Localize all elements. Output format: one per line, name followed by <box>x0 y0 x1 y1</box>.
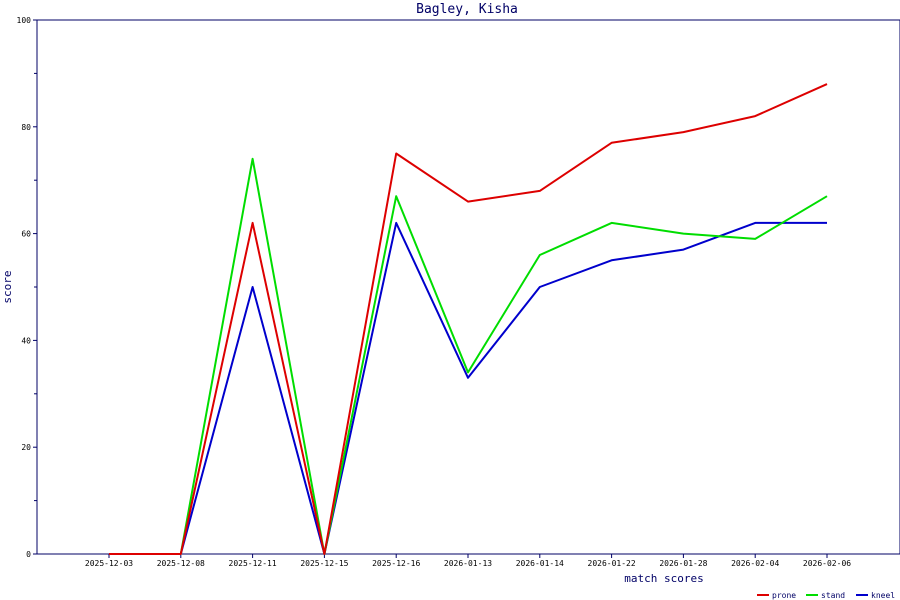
x-tick-label: 2025-12-15 <box>300 559 348 568</box>
y-tick-label: 0 <box>26 550 31 559</box>
legend-label: prone <box>772 591 796 600</box>
x-tick-label: 2025-12-03 <box>85 559 133 568</box>
x-axis-label: match scores <box>624 572 703 585</box>
x-axis: 2025-12-03 2025-12-08 2025-12-11 2025-12-15… <box>85 554 851 568</box>
legend: prone stand kneel <box>757 591 895 600</box>
series-lines <box>109 83 828 555</box>
x-tick-label: 2026-01-13 <box>444 559 492 568</box>
y-tick-label: 80 <box>21 123 31 132</box>
x-tick-label: 2025-12-16 <box>372 559 420 568</box>
x-tick-label: 2026-02-06 <box>803 559 851 568</box>
x-tick-label: 2025-12-08 <box>157 559 205 568</box>
y-axis: 0 20 40 60 80 100 <box>17 16 37 559</box>
x-tick-label: 2026-01-22 <box>588 559 636 568</box>
y-tick-label: 40 <box>21 336 31 345</box>
x-tick-label: 2026-01-28 <box>659 559 707 568</box>
y-tick-label: 60 <box>21 230 31 239</box>
y-tick-label: 100 <box>17 16 32 25</box>
x-tick-label: 2026-01-14 <box>516 559 564 568</box>
legend-label: stand <box>821 591 845 600</box>
x-tick-label: 2026-02-04 <box>731 559 779 568</box>
plot-frame <box>36 19 900 555</box>
legend-item-prone: prone <box>757 591 796 600</box>
chart-title: Bagley, Kisha <box>416 2 518 17</box>
x-tick-label: 2025-12-11 <box>229 559 277 568</box>
legend-label: kneel <box>871 591 895 600</box>
legend-item-kneel: kneel <box>856 591 895 600</box>
y-tick-label: 20 <box>21 443 31 452</box>
series-line-stand <box>109 157 828 555</box>
series-line-prone <box>109 83 828 555</box>
y-axis-label: score <box>1 270 14 303</box>
series-line-kneel <box>109 221 827 555</box>
legend-item-stand: stand <box>806 591 845 600</box>
